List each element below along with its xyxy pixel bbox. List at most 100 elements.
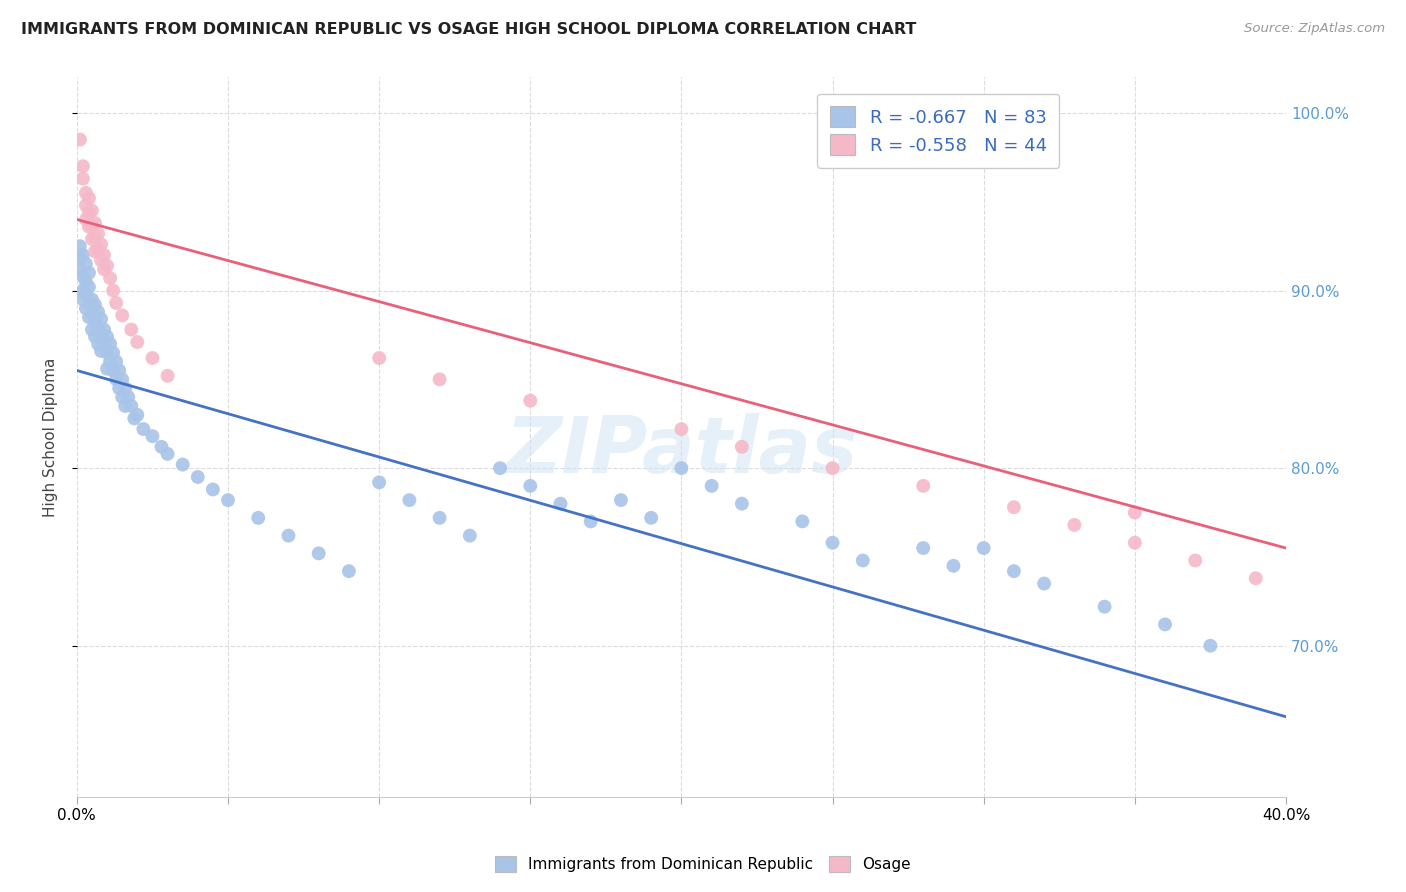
Point bbox=[84, 314, 107, 328]
Point bbox=[108, 381, 131, 395]
Point bbox=[700, 479, 723, 493]
Point bbox=[124, 411, 146, 425]
Point bbox=[77, 296, 100, 310]
Text: ZIPatlas: ZIPatlas bbox=[505, 413, 858, 490]
Point bbox=[72, 293, 94, 307]
Point bbox=[1063, 518, 1085, 533]
Point bbox=[120, 323, 142, 337]
Point bbox=[84, 329, 107, 343]
Point bbox=[912, 541, 935, 555]
Point bbox=[277, 528, 299, 542]
Point bbox=[731, 497, 754, 511]
Point bbox=[98, 354, 121, 368]
Point bbox=[93, 338, 115, 352]
Point bbox=[77, 266, 100, 280]
Point bbox=[87, 305, 110, 319]
Point bbox=[1244, 571, 1267, 585]
Point bbox=[1199, 639, 1222, 653]
Point bbox=[127, 334, 149, 349]
Point bbox=[93, 323, 115, 337]
Point bbox=[108, 363, 131, 377]
Point bbox=[69, 262, 91, 277]
Point bbox=[105, 354, 128, 368]
Point bbox=[114, 399, 136, 413]
Y-axis label: High School Diploma: High School Diploma bbox=[44, 358, 58, 516]
Point bbox=[75, 198, 97, 212]
Point bbox=[72, 171, 94, 186]
Point bbox=[87, 227, 110, 241]
Point bbox=[101, 363, 124, 377]
Point bbox=[201, 483, 224, 497]
Point bbox=[87, 243, 110, 257]
Point bbox=[93, 248, 115, 262]
Point bbox=[117, 390, 139, 404]
Point bbox=[75, 287, 97, 301]
Point bbox=[84, 298, 107, 312]
Point bbox=[141, 351, 163, 365]
Point bbox=[1033, 576, 1056, 591]
Point bbox=[75, 186, 97, 200]
Point bbox=[398, 493, 420, 508]
Text: IMMIGRANTS FROM DOMINICAN REPUBLIC VS OSAGE HIGH SCHOOL DIPLOMA CORRELATION CHAR: IMMIGRANTS FROM DOMINICAN REPUBLIC VS OS… bbox=[21, 22, 917, 37]
Point bbox=[80, 293, 103, 307]
Legend: Immigrants from Dominican Republic, Osage: Immigrants from Dominican Republic, Osag… bbox=[488, 848, 918, 880]
Point bbox=[519, 479, 541, 493]
Point bbox=[77, 280, 100, 294]
Point bbox=[84, 244, 107, 259]
Point bbox=[105, 296, 128, 310]
Point bbox=[98, 271, 121, 285]
Point bbox=[69, 252, 91, 266]
Point bbox=[72, 284, 94, 298]
Point bbox=[120, 399, 142, 413]
Point bbox=[77, 219, 100, 234]
Point bbox=[69, 132, 91, 146]
Point bbox=[72, 159, 94, 173]
Point bbox=[308, 546, 330, 560]
Point bbox=[1002, 564, 1025, 578]
Point bbox=[96, 259, 118, 273]
Point bbox=[368, 475, 391, 490]
Point bbox=[69, 239, 91, 253]
Point bbox=[111, 372, 134, 386]
Point bbox=[489, 461, 512, 475]
Point bbox=[75, 212, 97, 227]
Point bbox=[141, 429, 163, 443]
Point bbox=[429, 372, 451, 386]
Point bbox=[156, 447, 179, 461]
Point bbox=[80, 323, 103, 337]
Point bbox=[172, 458, 194, 472]
Point bbox=[1184, 553, 1206, 567]
Point bbox=[429, 511, 451, 525]
Point bbox=[101, 345, 124, 359]
Point bbox=[132, 422, 155, 436]
Point bbox=[96, 329, 118, 343]
Point bbox=[90, 253, 112, 268]
Point bbox=[792, 515, 814, 529]
Legend: R = -0.667   N = 83, R = -0.558   N = 44: R = -0.667 N = 83, R = -0.558 N = 44 bbox=[817, 94, 1059, 168]
Point bbox=[610, 493, 633, 508]
Point bbox=[72, 248, 94, 262]
Point bbox=[550, 497, 572, 511]
Point bbox=[77, 205, 100, 219]
Point bbox=[87, 336, 110, 351]
Point bbox=[156, 368, 179, 383]
Point bbox=[77, 310, 100, 325]
Point bbox=[114, 381, 136, 395]
Point bbox=[75, 301, 97, 316]
Point bbox=[98, 336, 121, 351]
Point bbox=[821, 461, 844, 475]
Point bbox=[852, 553, 875, 567]
Point bbox=[217, 493, 239, 508]
Point bbox=[75, 275, 97, 289]
Point bbox=[671, 461, 693, 475]
Point bbox=[80, 203, 103, 218]
Point bbox=[80, 307, 103, 321]
Point bbox=[80, 218, 103, 232]
Point bbox=[1123, 535, 1146, 549]
Point bbox=[912, 479, 935, 493]
Point bbox=[111, 309, 134, 323]
Point bbox=[77, 191, 100, 205]
Point bbox=[1094, 599, 1116, 614]
Point bbox=[973, 541, 995, 555]
Point bbox=[96, 345, 118, 359]
